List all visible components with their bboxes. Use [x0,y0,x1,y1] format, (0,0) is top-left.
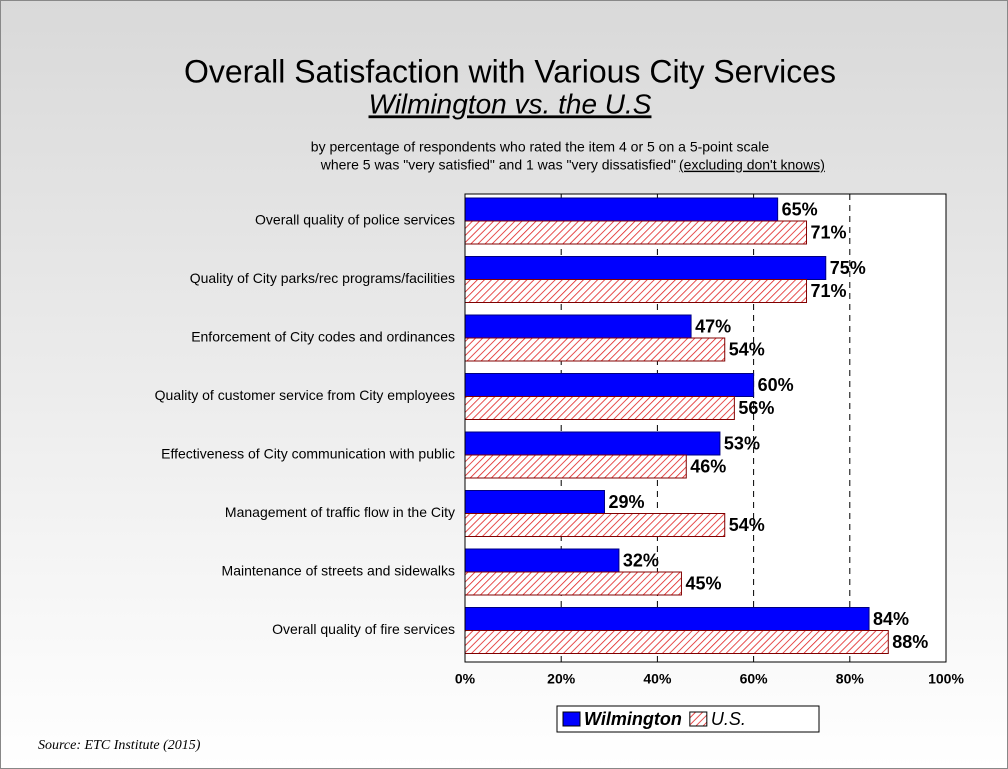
bar [464,256,827,280]
value-label: 47% [695,316,731,336]
legend-label: U.S. [711,709,746,729]
x-tick-label: 80% [836,671,865,687]
value-label: 32% [623,550,659,570]
bar [464,197,779,222]
y-tick-label: Quality of City parks/rec programs/facil… [190,270,455,286]
value-label: 88% [892,632,928,652]
value-label: 71% [811,281,847,301]
legend-label: Wilmington [584,709,682,729]
bar [464,373,755,397]
value-label: 84% [873,609,909,629]
source: Source: ETC Institute (2015) [38,738,201,753]
x-tick-label: 40% [643,671,672,687]
value-label: 53% [724,433,760,453]
value-label: 56% [738,398,774,418]
chart-subtitle: Wilmington vs. the U.S [369,88,652,119]
x-tick-label: 60% [740,671,769,687]
bar [464,396,735,420]
note: by percentage of respondents who rated t… [311,139,770,155]
x-tick-label: 20% [547,671,576,687]
value-label: 45% [685,573,721,593]
y-tick-label: Enforcement of City codes and ordinances [191,329,455,345]
bar [464,454,687,479]
x-tick-label: 0% [455,671,476,687]
value-label: 54% [729,339,765,359]
bar [464,337,726,362]
bar [464,607,870,631]
bar [464,548,620,573]
bar [464,513,726,537]
x-tick-label: 100% [928,671,964,687]
y-tick-label: Effectiveness of City communication with… [161,446,455,462]
chart-title: Overall Satisfaction with Various City S… [184,53,836,89]
y-tick-label: Management of traffic flow in the City [225,504,455,520]
bar [464,630,889,654]
bar [464,490,605,514]
y-tick-label: Overall quality of fire services [272,621,455,637]
value-label: 65% [782,199,818,219]
value-label: 75% [830,258,866,278]
value-label: 29% [608,492,644,512]
legend [556,705,820,733]
bar [464,571,682,596]
value-label: 54% [729,515,765,535]
legend-swatch [689,711,708,727]
y-tick-label: Maintenance of streets and sidewalks [222,563,455,579]
bar [464,431,721,456]
note: where 5 was "very satisfied" and 1 was "… [320,157,676,173]
bar [464,279,808,303]
value-label: 71% [811,222,847,242]
y-tick-label: Quality of customer service from City em… [155,387,455,403]
legend-swatch [562,711,581,727]
bar [464,314,692,339]
plot-border [464,193,947,663]
y-tick-label: Overall quality of police services [255,212,455,228]
note: (excluding don't knows) [679,157,825,173]
value-label: 46% [690,456,726,476]
value-label: 60% [758,375,794,395]
bar [464,220,808,245]
